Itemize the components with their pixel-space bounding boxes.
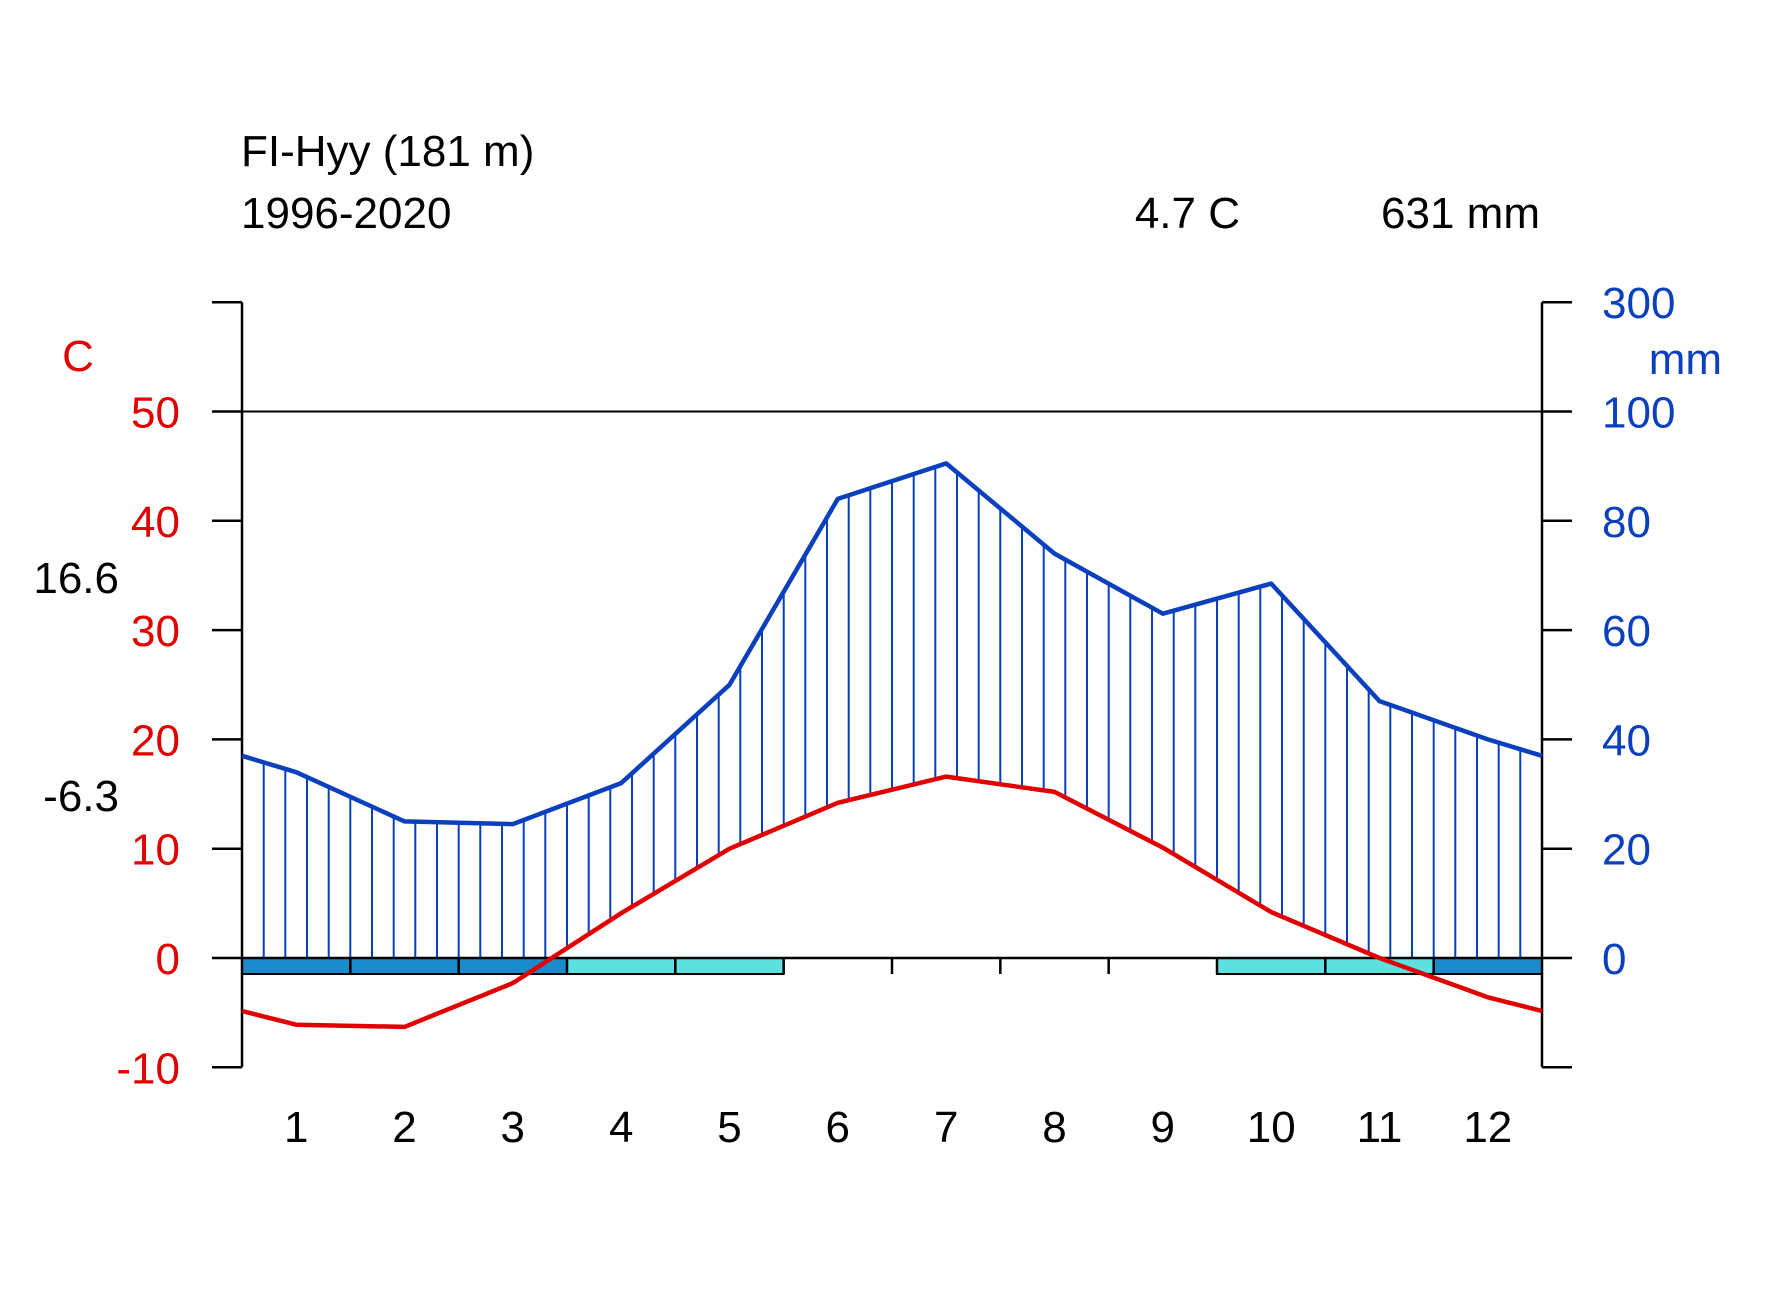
max-temperature-label: 16.6 [33, 554, 119, 603]
mean-temperature: 4.7 C [1135, 189, 1240, 238]
month-label: 6 [826, 1103, 850, 1152]
frost-bar-month-1 [241, 957, 352, 975]
precipitation-line [241, 461, 1543, 827]
right-axis-unit: mm [1649, 335, 1722, 384]
left-tick-label: 20 [131, 716, 180, 765]
month-label: 8 [1042, 1103, 1066, 1152]
right-tick-label: 80 [1602, 498, 1651, 547]
month-label: 12 [1463, 1103, 1512, 1152]
right-tick-label: 40 [1602, 716, 1651, 765]
month-label: 1 [284, 1103, 308, 1152]
chart-subtitle: 1996-2020 [241, 189, 451, 238]
left-axis-unit: C [62, 332, 94, 381]
right-tick-label: 20 [1602, 826, 1651, 875]
left-tick-label: 10 [131, 826, 180, 875]
month-label: 9 [1151, 1103, 1175, 1152]
frost-bar-month-5 [674, 957, 785, 975]
right-tick-label: 60 [1602, 607, 1651, 656]
month-label: 5 [717, 1103, 741, 1152]
min-temperature-label: -6.3 [43, 772, 119, 821]
month-label: 11 [1357, 1103, 1403, 1152]
axes [212, 300, 1572, 1069]
series-lines [241, 461, 1543, 1030]
temperature-line [241, 774, 1543, 1030]
month-label: 4 [609, 1103, 633, 1152]
right-tick-label: 100 [1602, 389, 1675, 438]
left-tick-label: 40 [131, 498, 180, 547]
right-tick-label: 0 [1602, 935, 1626, 984]
left-tick-label: 0 [156, 935, 180, 984]
left-tick-label: 50 [131, 389, 180, 438]
precipitation-hatch-area [241, 467, 1543, 958]
annual-precipitation: 631 mm [1381, 189, 1540, 238]
left-tick-label: 30 [131, 607, 180, 656]
left-tick-label: -10 [116, 1044, 180, 1093]
right-tick-label: 300 [1602, 279, 1675, 328]
month-label: 3 [501, 1103, 525, 1152]
frost-bar-month-12 [1432, 957, 1543, 975]
chart-text: FI-Hyy (181 m) 1996-2020 4.7 C 631 mm C … [33, 127, 1722, 1152]
frost-bar-month-4 [566, 957, 677, 975]
month-label: 7 [934, 1103, 958, 1152]
frost-bars [241, 957, 1543, 975]
frost-bar-month-10 [1216, 957, 1327, 975]
chart-title: FI-Hyy (181 m) [241, 127, 534, 176]
month-label: 10 [1247, 1103, 1296, 1152]
frost-bar-month-2 [349, 957, 460, 975]
month-label: 2 [392, 1103, 416, 1152]
